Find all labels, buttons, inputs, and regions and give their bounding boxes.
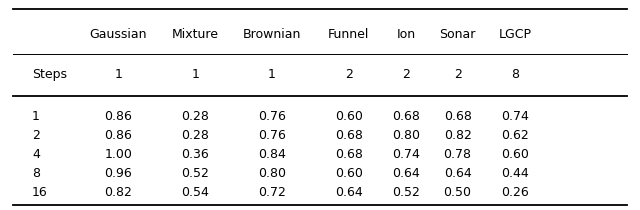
Text: 0.72: 0.72 <box>258 186 286 199</box>
Text: 0.54: 0.54 <box>181 186 209 199</box>
Text: 2: 2 <box>32 129 40 142</box>
Text: 8: 8 <box>32 167 40 180</box>
Text: 1.00: 1.00 <box>104 148 132 161</box>
Text: 1: 1 <box>191 68 199 81</box>
Text: 16: 16 <box>32 186 48 199</box>
Text: 0.64: 0.64 <box>335 186 363 199</box>
Text: 0.60: 0.60 <box>335 167 363 180</box>
Text: 0.84: 0.84 <box>258 148 286 161</box>
Text: 0.28: 0.28 <box>181 129 209 142</box>
Text: Sonar: Sonar <box>440 28 476 41</box>
Text: 0.64: 0.64 <box>444 167 472 180</box>
Text: Funnel: Funnel <box>328 28 369 41</box>
Text: 0.74: 0.74 <box>392 148 420 161</box>
Text: 0.44: 0.44 <box>501 167 529 180</box>
Text: 0.80: 0.80 <box>258 167 286 180</box>
Text: 1: 1 <box>115 68 122 81</box>
Text: 0.68: 0.68 <box>444 110 472 123</box>
Text: Ion: Ion <box>397 28 416 41</box>
Text: 0.68: 0.68 <box>335 129 363 142</box>
Text: 0.76: 0.76 <box>258 110 286 123</box>
Text: 1: 1 <box>268 68 276 81</box>
Text: 0.86: 0.86 <box>104 129 132 142</box>
Text: 0.96: 0.96 <box>104 167 132 180</box>
Text: 0.60: 0.60 <box>335 110 363 123</box>
Text: Brownian: Brownian <box>243 28 301 41</box>
Text: Steps: Steps <box>32 68 67 81</box>
Text: 0.52: 0.52 <box>181 167 209 180</box>
Text: LGCP: LGCP <box>499 28 532 41</box>
Text: 2: 2 <box>345 68 353 81</box>
Text: 0.52: 0.52 <box>392 186 420 199</box>
Text: 2: 2 <box>403 68 410 81</box>
Text: 0.68: 0.68 <box>392 110 420 123</box>
Text: Gaussian: Gaussian <box>90 28 147 41</box>
Text: 0.60: 0.60 <box>501 148 529 161</box>
Text: 0.76: 0.76 <box>258 129 286 142</box>
Text: 1: 1 <box>32 110 40 123</box>
Text: 0.36: 0.36 <box>181 148 209 161</box>
Text: 0.78: 0.78 <box>444 148 472 161</box>
Text: 0.28: 0.28 <box>181 110 209 123</box>
Text: 2: 2 <box>454 68 461 81</box>
Text: 0.74: 0.74 <box>501 110 529 123</box>
Text: 0.26: 0.26 <box>501 186 529 199</box>
Text: 0.86: 0.86 <box>104 110 132 123</box>
Text: 0.64: 0.64 <box>392 167 420 180</box>
Text: 4: 4 <box>32 148 40 161</box>
Text: 0.82: 0.82 <box>104 186 132 199</box>
Text: 0.68: 0.68 <box>335 148 363 161</box>
Text: 0.62: 0.62 <box>501 129 529 142</box>
Text: Mixture: Mixture <box>172 28 219 41</box>
Text: 0.50: 0.50 <box>444 186 472 199</box>
Text: 0.82: 0.82 <box>444 129 472 142</box>
Text: 0.80: 0.80 <box>392 129 420 142</box>
Text: 8: 8 <box>511 68 519 81</box>
